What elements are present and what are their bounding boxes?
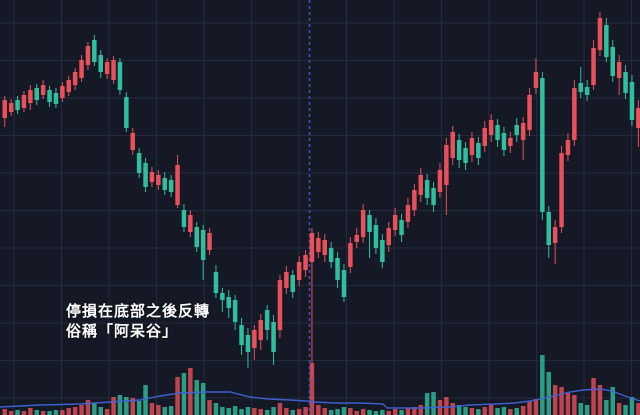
candles	[2, 12, 640, 378]
volume-ma-line	[0, 388, 640, 409]
annotation-text: 停損在底部之後反轉 俗稱「阿呆谷」	[66, 301, 210, 341]
annotation-line-2: 俗稱「阿呆谷」	[66, 322, 179, 340]
volume-bars	[2, 355, 640, 415]
annotation-line-1: 停損在底部之後反轉	[66, 302, 211, 320]
